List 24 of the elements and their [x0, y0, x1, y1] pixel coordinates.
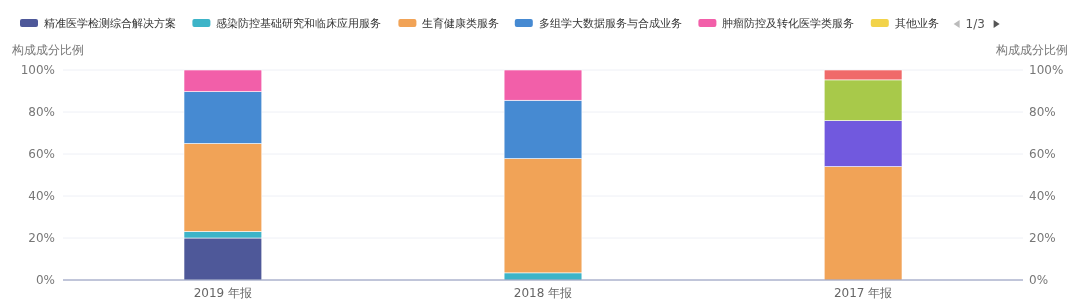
y2-tick-label: 40% [1029, 189, 1056, 203]
legend-label: 感染防控基础研究和临床应用服务 [216, 17, 382, 30]
legend-label: 生育健康类服务 [422, 17, 500, 30]
y-tick-label: 80% [28, 105, 55, 119]
legend-label: 精准医学检测综合解决方案 [44, 17, 176, 30]
y-tick-label: 100% [20, 63, 55, 77]
legend-label: 肿瘤防控及转化医学类服务 [722, 17, 855, 30]
y2-tick-label: 20% [1029, 231, 1056, 245]
x-tick-label: 2019 年报 [193, 286, 253, 300]
y-tick-label: 0% [35, 273, 55, 287]
x-tick-label: 2017 年报 [833, 286, 893, 300]
text: 1/3 [965, 17, 985, 31]
x-tick-label: 2018 年报 [513, 286, 573, 300]
y-axis-title: 构成成分比例 [11, 43, 84, 57]
y-tick-label: 60% [28, 147, 55, 161]
y-tick-label: 20% [28, 231, 55, 245]
y2-tick-label: 80% [1029, 105, 1056, 119]
y2-tick-label: 60% [1029, 147, 1056, 161]
legend-label: 其他业务 [894, 17, 939, 30]
legend-label: 多组学大数据服务与合成业务 [538, 17, 682, 30]
y2-axis-title: 构成成分比例 [995, 43, 1068, 57]
y2-tick-label: 100% [1029, 63, 1064, 77]
y-tick-label: 40% [28, 189, 55, 203]
y2-tick-label: 0% [1029, 273, 1049, 287]
